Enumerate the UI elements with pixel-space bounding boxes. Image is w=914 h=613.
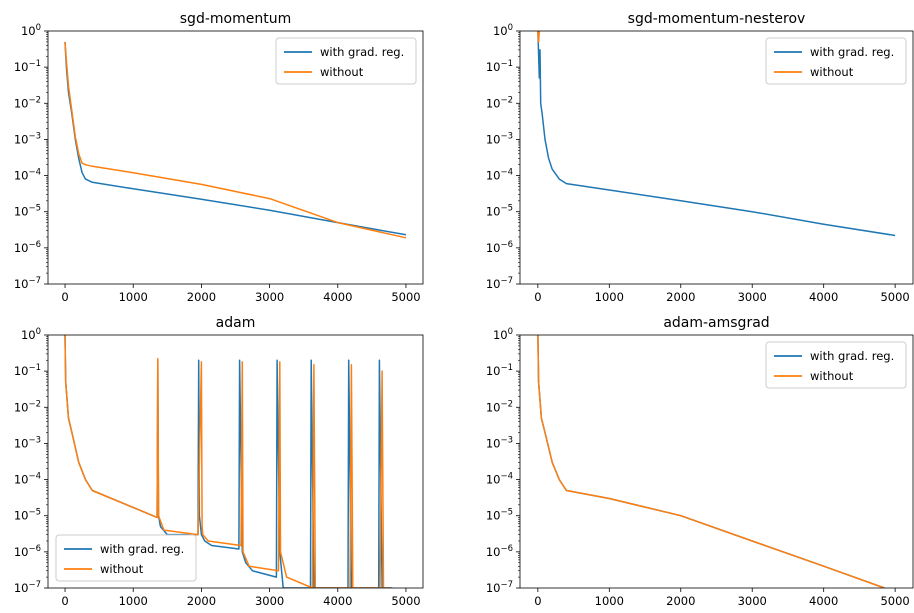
y-tick-label: 10−4 — [14, 168, 41, 183]
series-line-1 — [64, 41, 407, 236]
y-tick-label: 10−1 — [486, 363, 513, 378]
x-tick-label: 1000 — [119, 594, 148, 608]
legend-label: with grad. reg. — [100, 542, 184, 556]
y-tick-label: 10−7 — [486, 276, 513, 291]
x-tick-label: 0 — [534, 290, 541, 304]
x-tick-label: 3000 — [738, 290, 767, 304]
x-tick-label: 2000 — [187, 594, 216, 608]
y-tick-label: 10−2 — [14, 95, 41, 110]
x-tick-label: 4000 — [323, 594, 352, 608]
legend: with grad. reg. without — [765, 341, 907, 389]
x-tick-label: 2000 — [666, 290, 695, 304]
series-line-2 — [537, 31, 541, 43]
chart-title: adam-amsgrad — [663, 315, 769, 331]
y-tick-label: 10−5 — [14, 204, 41, 219]
y-tick-label: 10−4 — [14, 472, 41, 487]
y-tick-label: 100 — [493, 23, 513, 38]
x-tick-label: 2000 — [666, 594, 695, 608]
chart-title: adam — [216, 315, 256, 331]
x-tick-label: 4000 — [809, 290, 838, 304]
y-tick-label: 10−7 — [14, 580, 41, 595]
x-tick-label: 5000 — [391, 290, 420, 304]
legend-label: without — [810, 369, 854, 383]
x-tick-label: 3000 — [738, 594, 767, 608]
x-tick-label: 0 — [61, 290, 68, 304]
y-tick-label: 10−3 — [14, 435, 41, 450]
x-tick-label: 3000 — [255, 290, 284, 304]
plot-frame — [519, 30, 914, 285]
y-tick-label: 10−6 — [14, 544, 41, 559]
x-tick-label: 5000 — [391, 594, 420, 608]
y-tick-label: 10−2 — [486, 399, 513, 414]
y-tick-label: 10−3 — [14, 131, 41, 146]
y-tick-label: 10−4 — [486, 168, 513, 183]
y-tick-label: 100 — [21, 327, 41, 342]
legend: with grad. reg. without — [55, 534, 197, 582]
y-tick-label: 10−3 — [486, 435, 513, 450]
y-tick-label: 100 — [21, 23, 41, 38]
subplot-2: sgd-momentum-nesterov 0 1000 2000 3000 4000 50… — [486, 11, 914, 304]
x-tick-label: 0 — [534, 594, 541, 608]
legend-label: without — [100, 562, 144, 576]
y-tick-label: 10−6 — [486, 240, 513, 255]
x-tick-label: 1000 — [119, 290, 148, 304]
y-tick-label: 10−2 — [14, 399, 41, 414]
y-tick-label: 10−6 — [486, 544, 513, 559]
legend-label: with grad. reg. — [810, 45, 894, 59]
y-tick-label: 10−1 — [486, 59, 513, 74]
y-tick-label: 10−5 — [486, 508, 513, 523]
x-tick-label: 3000 — [255, 594, 284, 608]
x-tick-label: 4000 — [323, 290, 352, 304]
x-tick-label: 5000 — [880, 594, 909, 608]
y-tick-label: 10−7 — [14, 276, 41, 291]
series-line-1 — [537, 31, 896, 237]
series-line-2 — [64, 335, 389, 588]
legend-label: with grad. reg. — [810, 349, 894, 363]
x-tick-label: 5000 — [880, 290, 909, 304]
legend-label: without — [810, 65, 854, 79]
y-tick-label: 10−1 — [14, 59, 41, 74]
chart-title: sgd-momentum-nesterov — [628, 11, 806, 27]
y-tick-label: 10−2 — [486, 95, 513, 110]
x-tick-label: 4000 — [809, 594, 838, 608]
chart-title: sgd-momentum — [180, 11, 291, 27]
y-tick-label: 10−4 — [486, 472, 513, 487]
y-tick-label: 10−6 — [14, 240, 41, 255]
y-tick-label: 10−5 — [486, 204, 513, 219]
y-tick-label: 10−3 — [486, 131, 513, 146]
plot-frame — [519, 334, 914, 589]
x-tick-label: 1000 — [595, 594, 624, 608]
x-tick-label: 2000 — [187, 290, 216, 304]
legend: with grad. reg. without — [765, 37, 907, 85]
y-tick-label: 100 — [493, 327, 513, 342]
y-tick-label: 10−5 — [14, 508, 41, 523]
y-tick-label: 10−1 — [14, 363, 41, 378]
series-line-2 — [537, 335, 885, 588]
x-tick-label: 1000 — [595, 290, 624, 304]
x-tick-label: 0 — [61, 594, 68, 608]
subplot-4: adam-amsgrad 0 1000 2000 3000 4000 5000 10−7 10−… — [486, 315, 914, 608]
series-line-2 — [64, 41, 407, 239]
legend-label: with grad. reg. — [320, 45, 404, 59]
subplot-1: sgd-momentum 0 1000 2000 3000 4000 5000 10−7 10−… — [14, 11, 424, 304]
y-tick-label: 10−7 — [486, 580, 513, 595]
subplot-3: adam 0 1000 2000 3000 4000 5000 10−7 10−6 10−5 10−… — [14, 315, 424, 608]
legend: with grad. reg. without — [275, 37, 417, 85]
legend-label: without — [320, 65, 364, 79]
plot-frame — [47, 334, 424, 589]
plot-frame — [47, 30, 424, 285]
